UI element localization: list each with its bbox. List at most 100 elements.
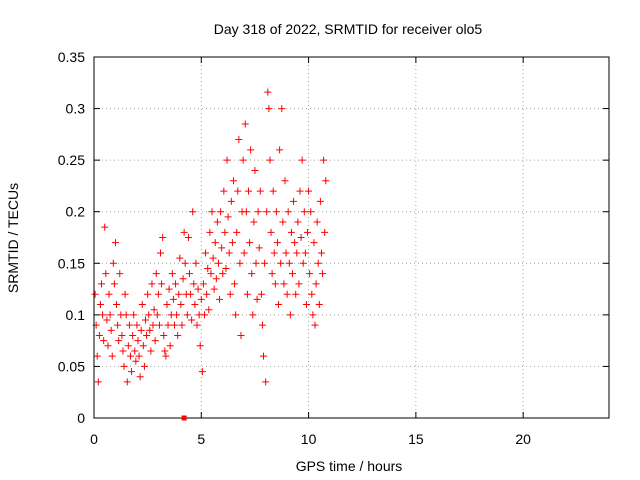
- data-point: [306, 270, 314, 278]
- data-point: [154, 290, 162, 298]
- data-point: [295, 280, 303, 288]
- data-point: [142, 316, 149, 324]
- data-point: [198, 368, 206, 376]
- x-axis-label: GPS time / hours: [296, 458, 403, 474]
- outlier-marker: [181, 415, 187, 421]
- grid-layer: [94, 57, 609, 418]
- data-point: [250, 218, 258, 226]
- data-point: [216, 295, 224, 303]
- data-point: [109, 259, 117, 267]
- data-point: [124, 342, 132, 350]
- data-point: [278, 105, 286, 113]
- data-point: [128, 368, 136, 376]
- data-point: [258, 321, 266, 329]
- data-point: [159, 234, 167, 241]
- data-point: [272, 208, 280, 216]
- data-point: [211, 239, 219, 247]
- data-point: [168, 270, 176, 278]
- data-point: [149, 321, 157, 329]
- data-point: [178, 321, 186, 329]
- data-point: [166, 342, 174, 350]
- data-point: [121, 290, 129, 298]
- data-point: [148, 280, 156, 288]
- data-point: [291, 239, 299, 247]
- data-point: [280, 280, 288, 288]
- data-point: [261, 259, 269, 267]
- y-tick-label: 0.1: [66, 307, 86, 323]
- data-point: [279, 218, 287, 226]
- data-point: [118, 331, 126, 339]
- data-point: [140, 362, 148, 370]
- data-point: [224, 213, 232, 221]
- data-point: [294, 218, 302, 226]
- x-tick-label: 20: [515, 431, 531, 447]
- data-point: [248, 270, 256, 278]
- x-tick-label: 5: [197, 431, 205, 447]
- data-point: [310, 239, 318, 247]
- data-point: [297, 234, 305, 241]
- data-point: [245, 187, 252, 195]
- data-point: [252, 259, 260, 267]
- data-point: [256, 187, 264, 195]
- data-point: [247, 146, 255, 154]
- data-point: [321, 228, 329, 236]
- data-point: [292, 290, 300, 298]
- x-tick-label: 10: [301, 431, 317, 447]
- data-point: [192, 259, 200, 267]
- data-point: [240, 249, 248, 257]
- data-point: [147, 347, 155, 355]
- data-point: [134, 337, 142, 345]
- data-point: [304, 228, 312, 236]
- data-point: [189, 208, 197, 216]
- data-point: [95, 331, 103, 339]
- x-tick-label: 0: [90, 431, 98, 447]
- data-point: [163, 301, 171, 309]
- data-point: [317, 249, 325, 257]
- data-point: [298, 156, 306, 164]
- data-point: [103, 316, 111, 324]
- y-tick-label: 0.35: [58, 49, 85, 65]
- data-point: [91, 290, 99, 298]
- data-point: [170, 321, 178, 329]
- data-point: [132, 357, 140, 365]
- data-point: [270, 249, 278, 257]
- data-point: [177, 301, 185, 309]
- data-point: [276, 146, 284, 154]
- y-axis-label: SRMTID / TECUs: [5, 183, 21, 293]
- data-point: [228, 239, 236, 247]
- x-tick-label: 15: [408, 431, 424, 447]
- data-point: [108, 352, 116, 360]
- data-point: [158, 280, 166, 288]
- data-point: [287, 228, 295, 236]
- data-point: [296, 187, 304, 195]
- data-point: [234, 187, 242, 195]
- data-point: [288, 270, 296, 278]
- data-point: [145, 311, 153, 319]
- data-point: [188, 316, 196, 324]
- chart-title: Day 318 of 2022, SRMTID for receiver olo…: [214, 21, 483, 37]
- data-point: [184, 234, 192, 241]
- data-point: [266, 156, 274, 164]
- data-point: [111, 239, 119, 247]
- data-point: [99, 311, 107, 319]
- data-point: [106, 311, 114, 319]
- data-point: [232, 311, 240, 319]
- plot-frame: [93, 56, 610, 419]
- data-point: [131, 347, 139, 355]
- data-point: [267, 228, 275, 236]
- y-tick-label: 0.25: [58, 152, 85, 168]
- data-point: [138, 301, 146, 309]
- data-point: [212, 275, 220, 283]
- data-point: [312, 280, 320, 288]
- data-point: [242, 208, 250, 216]
- data-point: [107, 326, 115, 334]
- data-point: [249, 311, 257, 319]
- data-point: [197, 295, 205, 303]
- data-point: [237, 331, 245, 339]
- data-point: [194, 285, 202, 293]
- data-point: [175, 290, 183, 298]
- data-point: [213, 218, 221, 226]
- data-point: [102, 270, 110, 278]
- data-point: [101, 223, 109, 231]
